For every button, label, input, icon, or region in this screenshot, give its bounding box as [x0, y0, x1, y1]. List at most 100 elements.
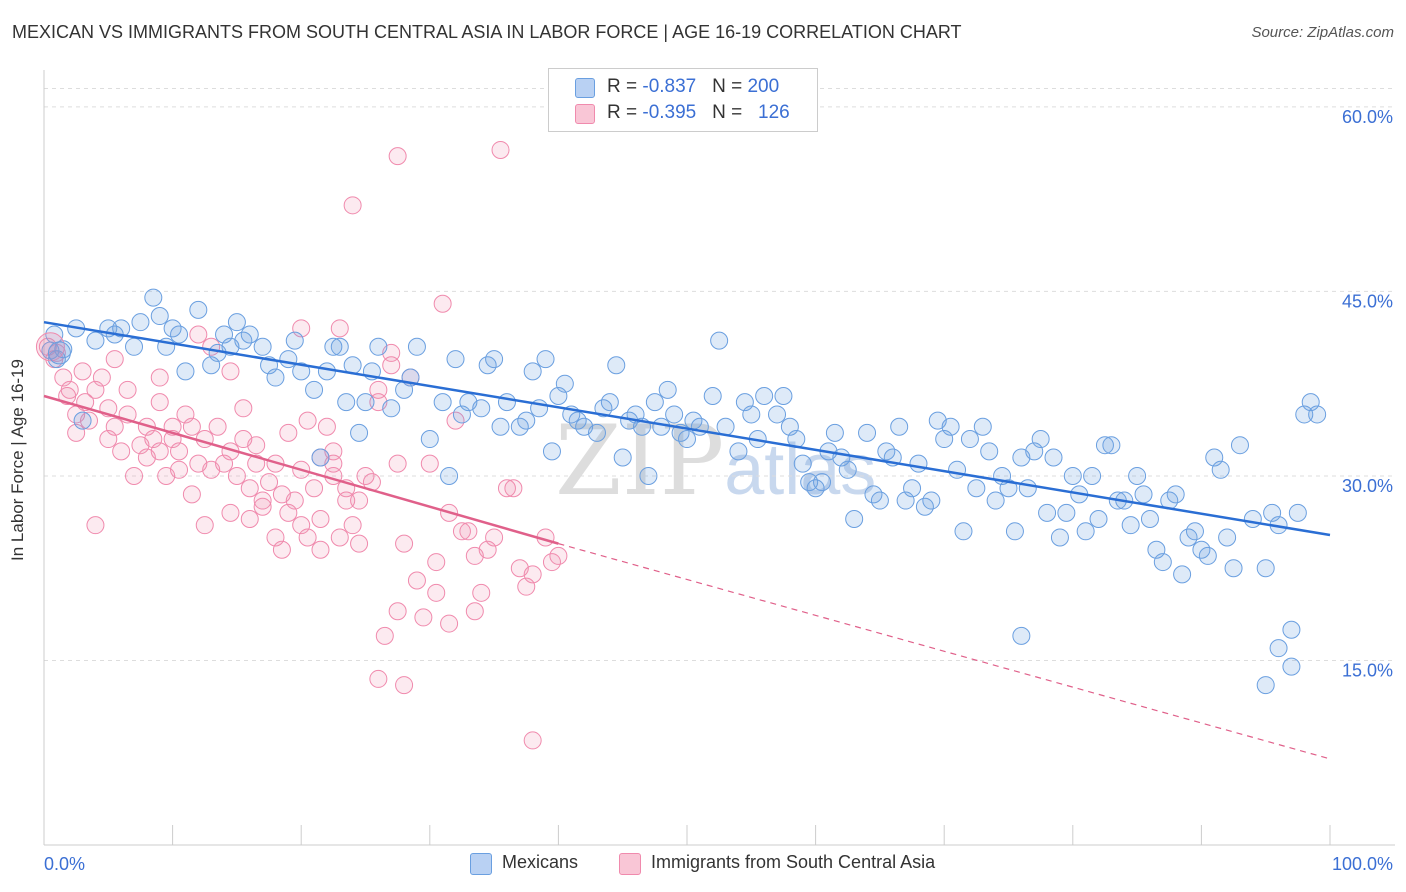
legend-r-label: R = — [607, 102, 643, 123]
mexicans-point — [227, 313, 246, 332]
mexicans-point — [337, 393, 356, 412]
mexicans-point-large — [47, 341, 71, 365]
mexicans-point — [446, 350, 465, 369]
bottom-legend-swatch-pink — [619, 853, 641, 875]
mexicans-point — [1044, 448, 1063, 467]
mexicans-point — [903, 479, 922, 498]
immigrants-point — [497, 479, 516, 498]
immigrants-point — [170, 460, 189, 479]
legend-n-value: 126 — [758, 102, 790, 123]
mexicans-point — [125, 337, 144, 356]
mexicans-point — [1076, 522, 1095, 541]
immigrants-point — [292, 516, 311, 535]
immigrants-point — [459, 522, 478, 541]
chart-title: MEXICAN VS IMMIGRANTS FROM SOUTH CENTRAL… — [12, 22, 962, 42]
mexicans-point — [600, 393, 619, 412]
immigrants-point — [105, 417, 124, 436]
mexicans-point — [716, 417, 735, 436]
immigrants-point — [343, 516, 362, 535]
immigrants-point — [311, 540, 330, 559]
immigrants-point — [465, 602, 484, 621]
immigrants-point — [253, 497, 272, 516]
mexicans-point — [1256, 559, 1275, 578]
immigrants-point — [305, 479, 324, 498]
immigrants-point — [208, 417, 227, 436]
correlation-legend: R = -0.837 N = 200 R = -0.395 N = 126 — [548, 68, 818, 132]
mexicans-point — [1121, 516, 1140, 535]
mexicans-point — [305, 380, 324, 399]
immigrants-point — [150, 368, 169, 387]
mexicans-point — [485, 350, 504, 369]
immigrants-point — [182, 485, 201, 504]
immigrants-trend-line — [43, 394, 559, 545]
immigrants-point — [330, 528, 349, 547]
mexicans-point — [1243, 510, 1262, 529]
immigrants-point — [452, 522, 471, 541]
immigrants-point — [407, 571, 426, 590]
immigrants-point — [317, 417, 336, 436]
immigrants-point — [517, 577, 536, 596]
mexicans-point — [472, 399, 491, 418]
legend-r-label: R = — [607, 76, 643, 97]
immigrants-point — [472, 583, 491, 602]
mexicans-point — [112, 319, 131, 338]
mexicans-point — [658, 380, 677, 399]
mexicans-point — [1218, 528, 1237, 547]
watermark-atlas: atlas — [724, 430, 876, 510]
legend-n-label: N = — [712, 102, 748, 123]
zipatlas-watermark: ZIPatlas — [555, 405, 876, 517]
immigrants-point — [350, 491, 369, 510]
immigrants-point — [298, 411, 317, 430]
mexicans-point — [1128, 466, 1147, 485]
legend-n-label: N = — [712, 76, 748, 97]
mexicans-point — [542, 442, 561, 461]
mexicans-point — [1083, 466, 1102, 485]
immigrants-trend-extension — [558, 543, 1331, 760]
immigrants-point — [343, 196, 362, 215]
mexicans-point — [973, 417, 992, 436]
mexicans-point — [1153, 553, 1172, 572]
immigrants-point — [388, 454, 407, 473]
immigrants-point — [60, 380, 79, 399]
legend-r-value: -0.395 — [642, 102, 697, 123]
mexicans-point — [240, 325, 259, 344]
mexicans-point — [774, 386, 793, 405]
immigrants-point — [414, 608, 433, 627]
immigrants-point — [221, 362, 240, 381]
immigrants-point — [253, 491, 272, 510]
mexicans-point — [1102, 436, 1121, 455]
immigrants-point — [427, 553, 446, 572]
mexicans-point — [755, 386, 774, 405]
mexicans-point — [768, 405, 787, 424]
immigrants-point — [440, 614, 459, 633]
immigrants-point — [240, 479, 259, 498]
immigrants-point — [337, 491, 356, 510]
mexicans-point — [1185, 522, 1204, 541]
mexicans-point — [710, 331, 729, 350]
mexicans-point — [176, 362, 195, 381]
mexicans-point — [813, 473, 832, 492]
mexicans-point — [1050, 528, 1069, 547]
mexicans-point — [1166, 485, 1185, 504]
mexicans-point — [1198, 546, 1217, 565]
immigrants-point — [369, 380, 388, 399]
mexicans-point — [986, 491, 1005, 510]
mexicans-point — [967, 479, 986, 498]
mexicans-point — [407, 337, 426, 356]
mexicans-point — [1063, 466, 1082, 485]
mexicans-point — [433, 393, 452, 412]
mexicans-point — [350, 423, 369, 442]
mexicans-point — [555, 374, 574, 393]
mexicans-point — [890, 417, 909, 436]
immigrants-point — [285, 491, 304, 510]
legend-r-value: -0.837 — [642, 76, 697, 97]
mexicans-point — [639, 466, 658, 485]
mexicans-point — [1031, 430, 1050, 449]
mexicans-point — [317, 362, 336, 381]
mexicans-point — [324, 337, 343, 356]
mexicans-point — [665, 405, 684, 424]
immigrants-point — [73, 362, 92, 381]
mexicans-point — [1057, 503, 1076, 522]
mexicans-point — [922, 491, 941, 510]
mexicans-point — [266, 368, 285, 387]
